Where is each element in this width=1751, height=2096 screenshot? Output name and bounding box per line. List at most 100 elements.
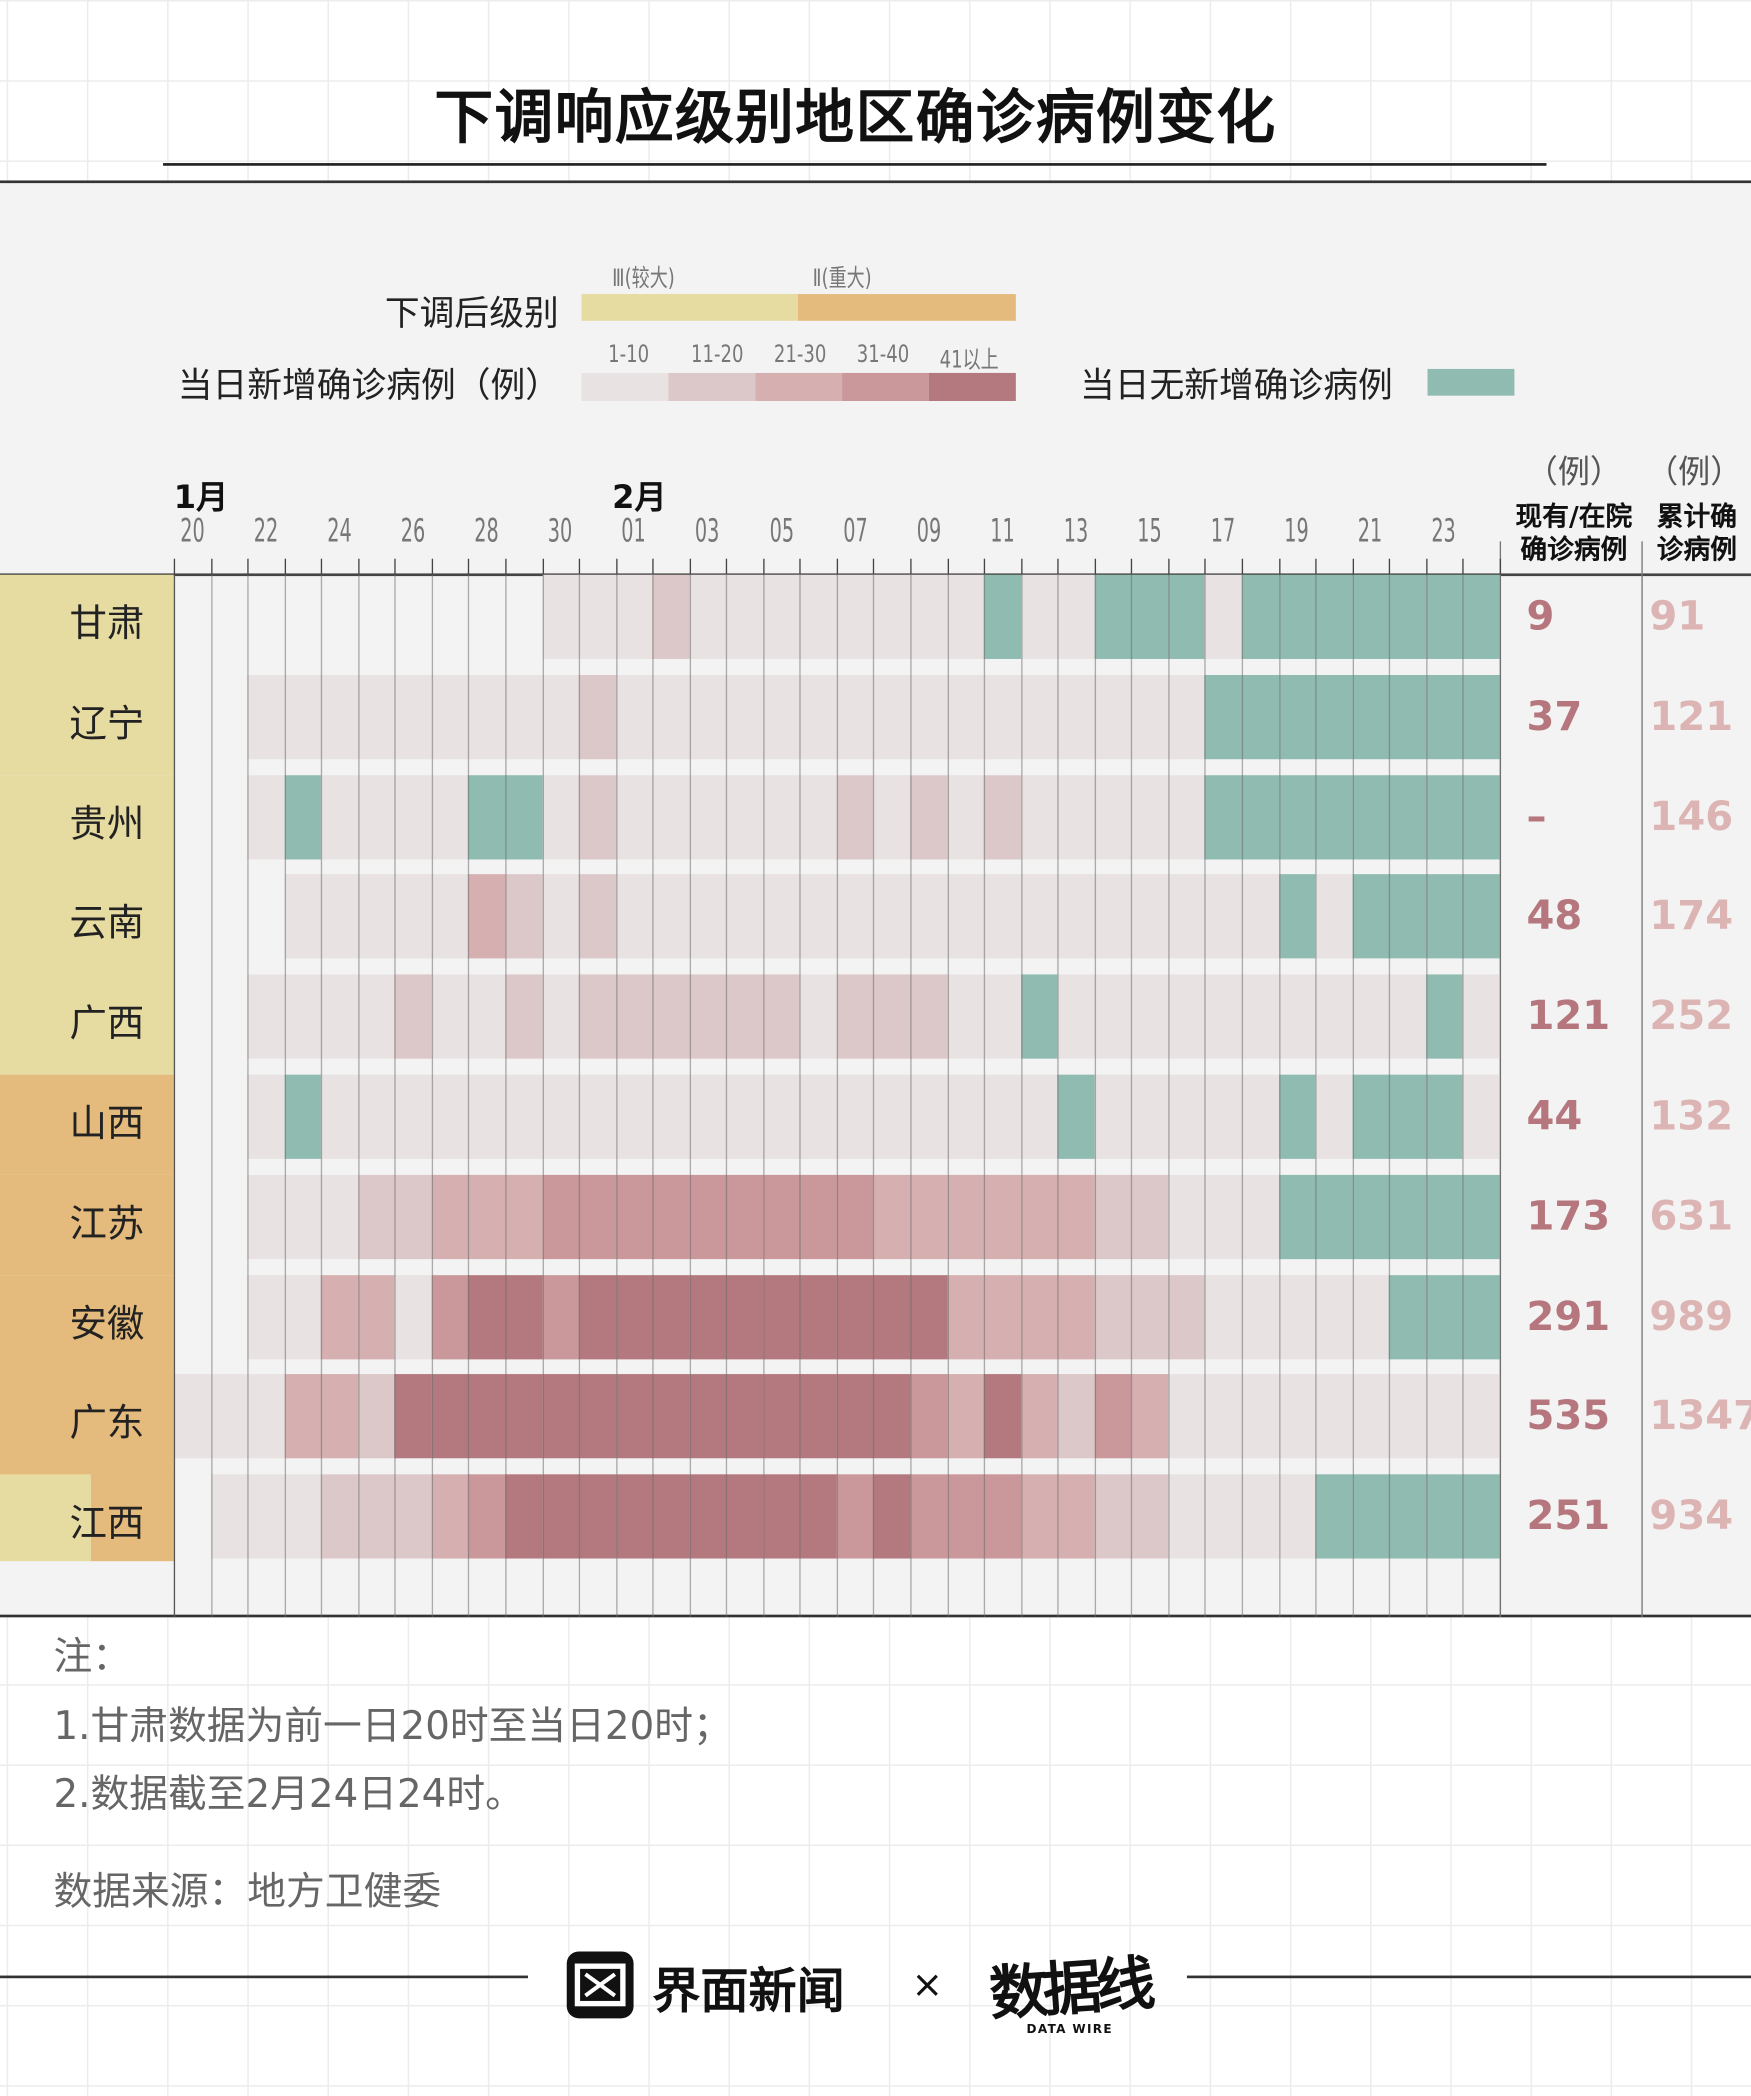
heatmap-cell <box>652 874 691 959</box>
heatmap-cell <box>1204 674 1243 759</box>
heatmap-cell <box>762 574 801 659</box>
heatmap-cell <box>1388 1374 1427 1459</box>
heatmap-cell <box>983 1374 1022 1459</box>
x-tick-label: 22 <box>253 511 279 550</box>
heatmap-cell <box>505 674 543 759</box>
grid-line <box>1204 574 1207 1618</box>
heatmap-cell <box>431 1274 470 1359</box>
grid-line <box>689 574 691 1618</box>
title-underline <box>163 163 1547 166</box>
heatmap-cell <box>873 1274 912 1359</box>
heatmap-cell <box>394 1374 433 1459</box>
heatmap-cell <box>652 674 691 759</box>
month-label-jan: 1月 <box>173 478 229 516</box>
heatmap-cell <box>1131 1174 1169 1259</box>
heatmap-cell <box>321 1474 359 1559</box>
jiemian-logo-icon <box>566 1951 634 2019</box>
grid-line <box>578 574 581 1618</box>
heatmap-cell <box>983 674 1022 759</box>
heatmap-cell <box>1020 774 1059 859</box>
grid-line <box>357 574 360 1618</box>
heatmap-cell <box>357 1374 396 1459</box>
legend-daily-swatch <box>668 372 756 401</box>
grid-line <box>762 574 765 1618</box>
grid-line <box>542 574 544 1618</box>
x-tick-mark <box>578 558 581 575</box>
heatmap-cell <box>873 1174 912 1259</box>
response-level-band <box>0 1174 174 1276</box>
heatmap-cell <box>210 1474 249 1559</box>
heatmap-cell <box>1278 1274 1317 1359</box>
heatmap-cell <box>652 774 691 859</box>
heatmap-cell <box>321 974 359 1059</box>
grid-line <box>1462 574 1464 1618</box>
grid-line <box>1425 574 1428 1618</box>
heatmap-cell <box>1094 874 1132 959</box>
heatmap-cell <box>947 1474 985 1559</box>
heatmap-cell <box>910 1074 948 1159</box>
legend-daily-tick-label: 41以上 <box>939 346 999 375</box>
heatmap-cell <box>1425 674 1464 759</box>
heatmap-cell <box>284 874 322 959</box>
heatmap-cell <box>468 874 506 959</box>
heatmap-cell <box>1425 574 1464 659</box>
heatmap-cell <box>468 1374 506 1459</box>
region-label: 广西 <box>69 1001 145 1046</box>
total-cases-value: 934 <box>1649 1493 1734 1541</box>
heatmap-cell <box>1425 874 1464 959</box>
heatmap-cell <box>1315 1474 1353 1559</box>
region-label: 贵州 <box>69 801 145 846</box>
heatmap-cell <box>983 1474 1022 1559</box>
heatmap-cell <box>505 1074 543 1159</box>
heatmap-cell <box>1388 874 1427 959</box>
heatmap-cell <box>1352 574 1390 659</box>
heatmap-cell <box>873 1074 912 1159</box>
heatmap-cell <box>1094 1474 1132 1559</box>
x-tick-mark <box>836 558 838 575</box>
heatmap-cell <box>689 874 727 959</box>
heatmap-cell <box>1278 874 1317 959</box>
heatmap-cell <box>578 1074 617 1159</box>
x-tick-mark <box>247 558 249 575</box>
total-cases-value: 121 <box>1649 693 1734 741</box>
heatmap-cell <box>1020 574 1059 659</box>
x-tick-mark <box>284 558 286 575</box>
x-tick-label: 13 <box>1063 511 1089 550</box>
heatmap-cell <box>1315 774 1353 859</box>
heatmap-cell <box>505 1474 543 1559</box>
x-tick-mark <box>321 558 323 575</box>
footer-rule-right <box>1186 1975 1751 1979</box>
heatmap-cell <box>505 1374 543 1459</box>
heatmap-cell <box>836 1174 875 1259</box>
legend-daily-swatch <box>842 372 929 401</box>
heatmap-cell <box>836 1274 875 1359</box>
heatmap-cell <box>1020 874 1059 959</box>
heatmap-cell <box>836 1474 875 1559</box>
heatmap-cell <box>284 774 322 859</box>
heatmap-cell <box>284 1174 322 1259</box>
heatmap-cell <box>652 1174 691 1259</box>
heatmap-cell <box>505 774 543 859</box>
heatmap-cell <box>836 874 875 959</box>
heatmap-cell <box>689 774 727 859</box>
heatmap-cell <box>1168 874 1206 959</box>
response-level-band <box>0 574 174 676</box>
heatmap-cell <box>1204 1074 1243 1159</box>
heatmap-cell <box>947 874 985 959</box>
heatmap-cell <box>1462 874 1501 959</box>
heatmap-cell <box>799 1274 838 1359</box>
heatmap-cell <box>394 1274 433 1359</box>
x-tick-mark <box>983 558 986 575</box>
heatmap-cell <box>1388 674 1427 759</box>
heatmap-cell <box>1057 1074 1096 1159</box>
region-label: 广东 <box>69 1401 145 1446</box>
heatmap-cell <box>947 1074 985 1159</box>
heatmap-cell <box>1388 1174 1427 1259</box>
heatmap-cell <box>247 1474 286 1559</box>
heatmap-cell <box>947 674 985 759</box>
total-header: 累计确诊病例 <box>1656 499 1737 566</box>
heatmap-cell <box>873 574 912 659</box>
heatmap-cell <box>615 974 654 1059</box>
total-cases-value: 1347 <box>1649 1393 1751 1441</box>
heatmap-cell <box>799 1174 838 1259</box>
